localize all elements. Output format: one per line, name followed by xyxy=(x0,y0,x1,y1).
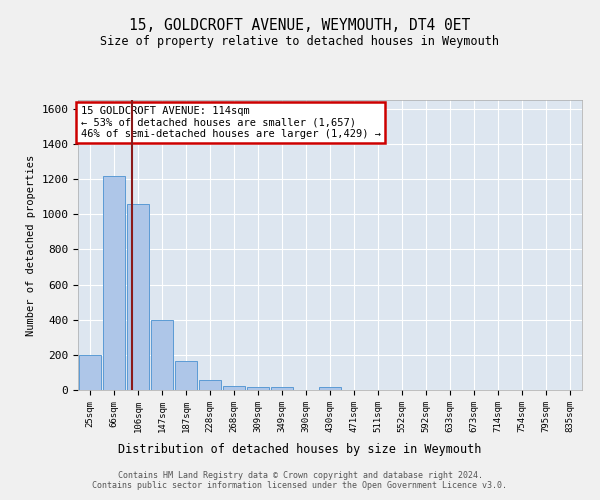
Text: 15 GOLDCROFT AVENUE: 114sqm
← 53% of detached houses are smaller (1,657)
46% of : 15 GOLDCROFT AVENUE: 114sqm ← 53% of det… xyxy=(80,106,380,139)
Bar xyxy=(79,355,101,390)
Bar xyxy=(127,204,149,390)
Bar xyxy=(103,176,125,390)
Text: Contains public sector information licensed under the Open Government Licence v3: Contains public sector information licen… xyxy=(92,481,508,490)
Bar xyxy=(223,386,245,390)
Text: Distribution of detached houses by size in Weymouth: Distribution of detached houses by size … xyxy=(118,444,482,456)
Bar xyxy=(199,380,221,390)
Bar xyxy=(175,361,197,390)
Text: Contains HM Land Registry data © Crown copyright and database right 2024.: Contains HM Land Registry data © Crown c… xyxy=(118,471,482,480)
Bar xyxy=(247,388,269,390)
Bar xyxy=(151,320,173,390)
Text: Size of property relative to detached houses in Weymouth: Size of property relative to detached ho… xyxy=(101,35,499,48)
Text: 15, GOLDCROFT AVENUE, WEYMOUTH, DT4 0ET: 15, GOLDCROFT AVENUE, WEYMOUTH, DT4 0ET xyxy=(130,18,470,32)
Bar xyxy=(271,388,293,390)
Bar xyxy=(319,388,341,390)
Y-axis label: Number of detached properties: Number of detached properties xyxy=(26,154,36,336)
